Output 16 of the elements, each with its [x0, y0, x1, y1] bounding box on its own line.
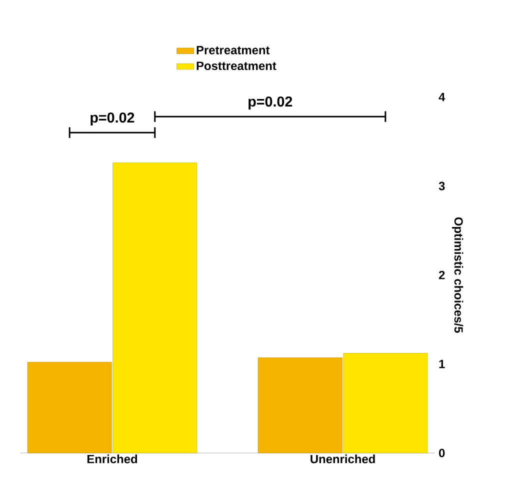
y-tick-label: 1	[439, 360, 445, 368]
bar	[343, 353, 428, 454]
bar	[112, 162, 198, 454]
y-axis-title: Optimistic choices/5	[452, 217, 464, 333]
bar	[258, 358, 342, 454]
x-tick-label: Enriched	[87, 454, 138, 464]
legend-label: Posttreatment	[196, 62, 276, 70]
annotation: p=0.02	[90, 112, 134, 126]
annotation: p=0.02	[248, 96, 292, 110]
x-tick-label: Unenriched	[310, 454, 375, 464]
y-tick-label: 0	[438, 448, 445, 458]
y-tick-label: 2	[438, 270, 445, 280]
y-tick-label: 4	[438, 92, 446, 102]
legend-label: Pretreatment	[196, 46, 270, 54]
bar	[27, 362, 112, 454]
y-tick-label: 3	[438, 182, 445, 190]
